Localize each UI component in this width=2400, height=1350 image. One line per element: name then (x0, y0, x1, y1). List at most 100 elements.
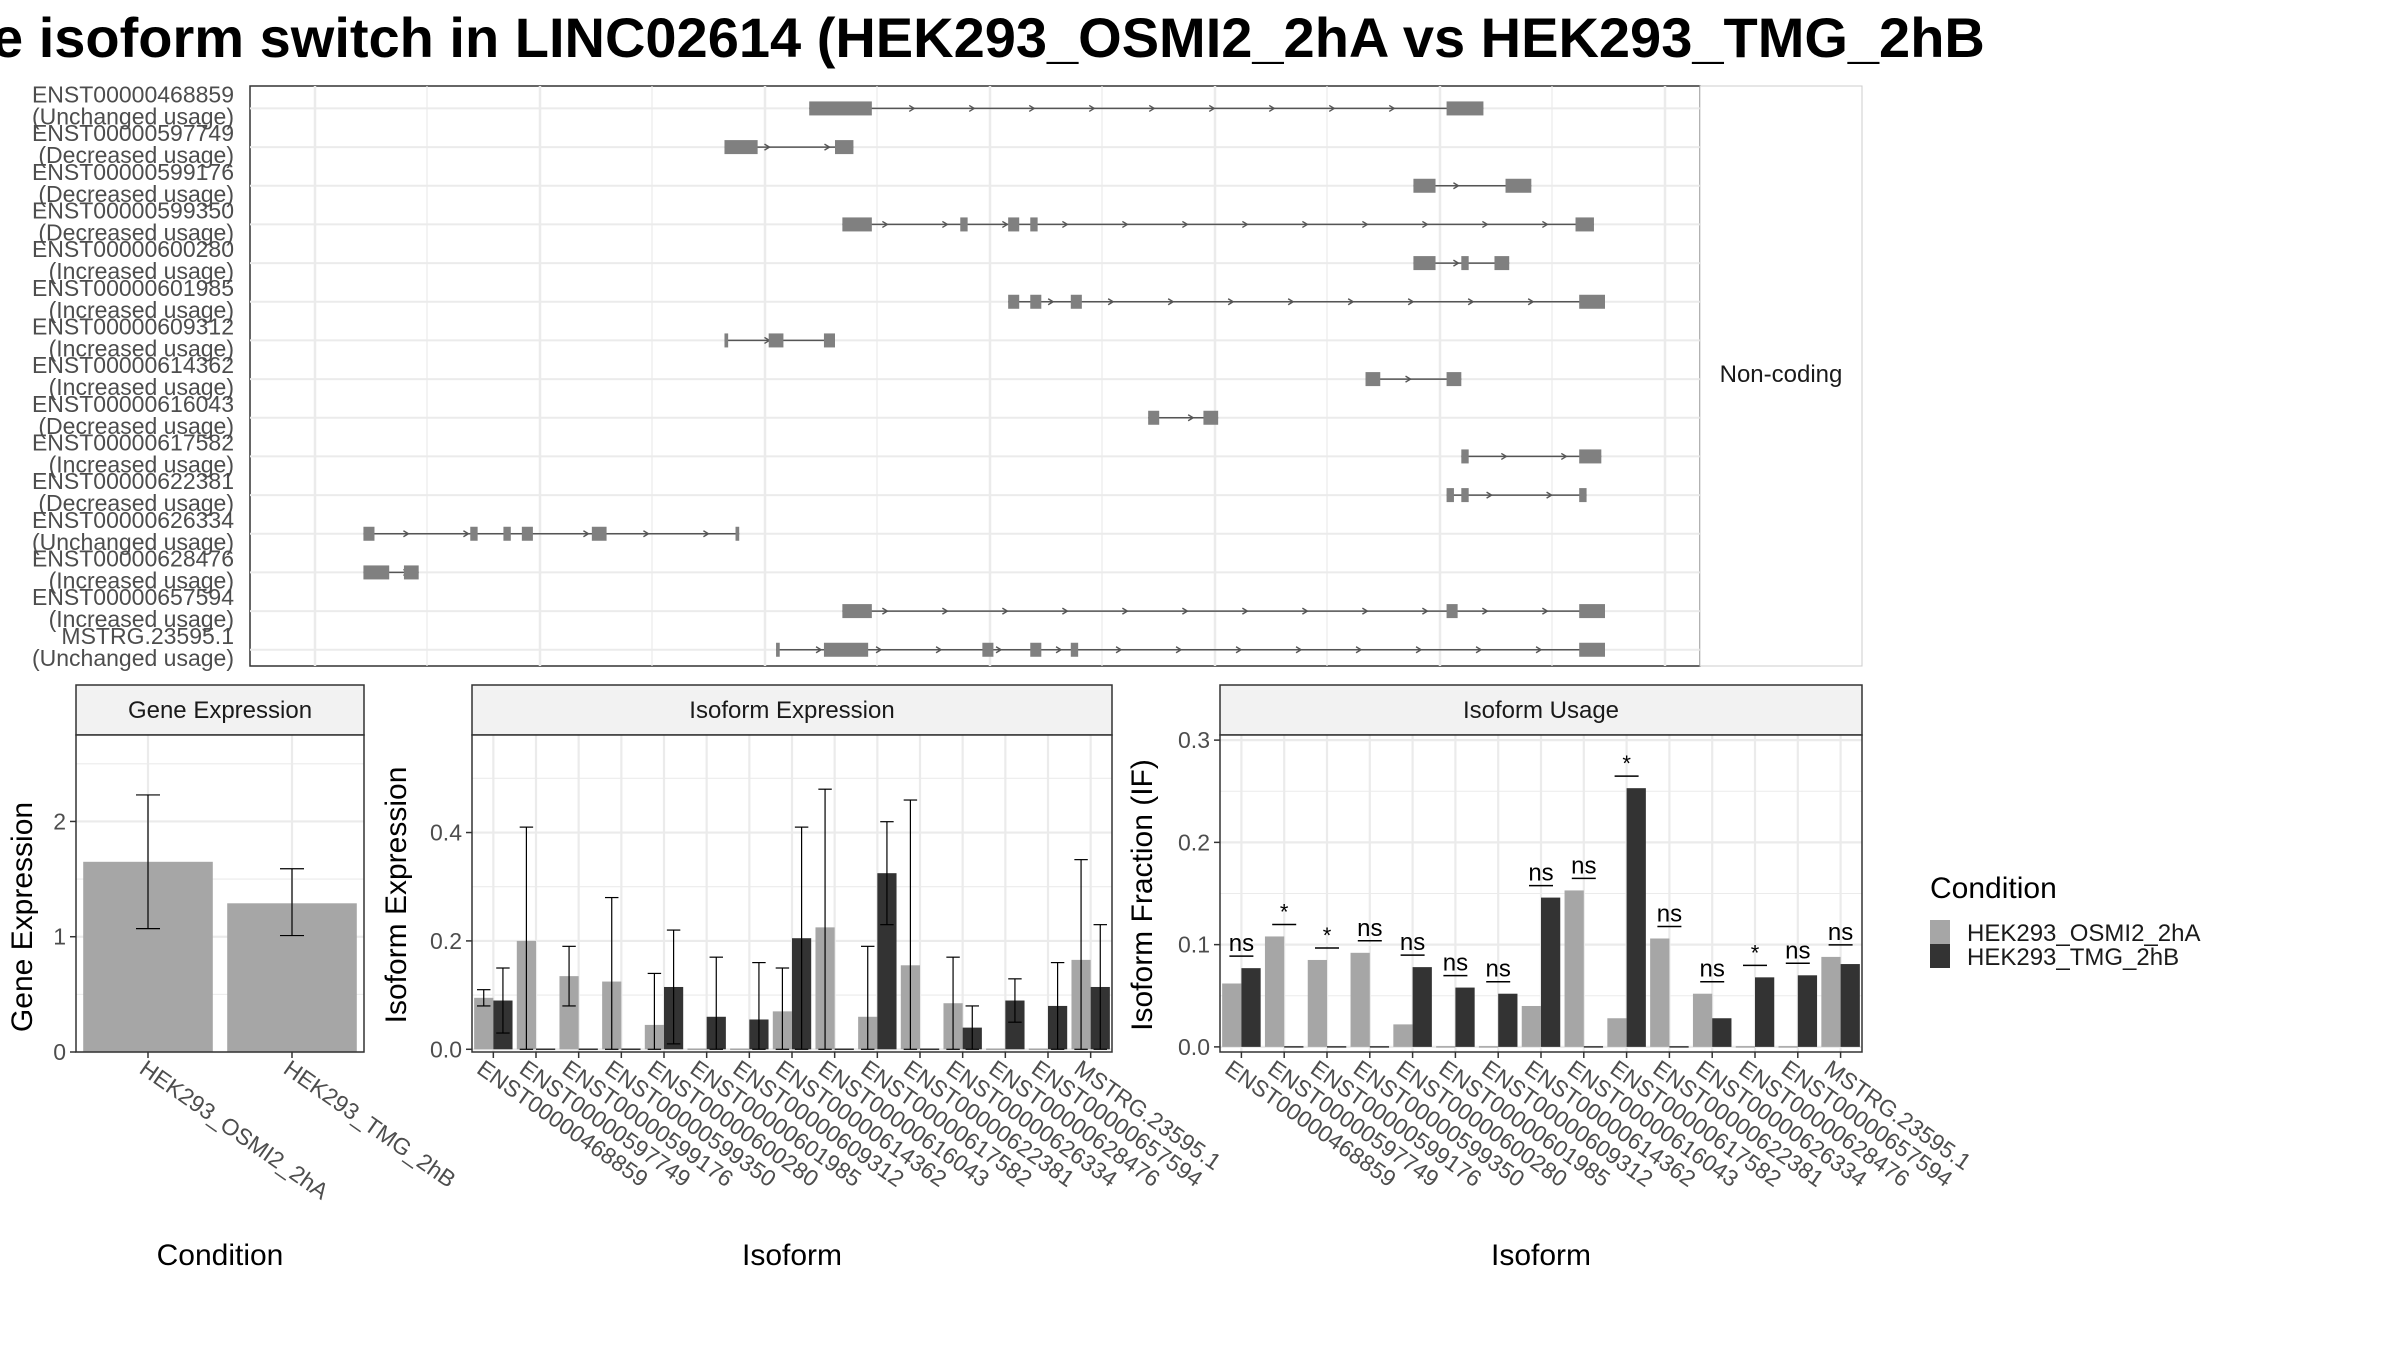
isoform-id-label: ENST00000599176 (32, 159, 234, 185)
exon-block (1575, 217, 1594, 232)
gene-expression-strip (75, 684, 365, 736)
isoform-usage-label: (Increased usage) (49, 258, 234, 284)
exon-block (1461, 256, 1469, 271)
exon-block (1030, 642, 1042, 657)
ytick-label: 0.4 (430, 820, 462, 846)
isoform-expression-ylabel: Isoform Expression (380, 767, 413, 1024)
significance-label: ns (1828, 919, 1853, 946)
isoform-id-label: ENST00000609312 (32, 313, 234, 339)
isoform-id-label: ENST00000626334 (32, 507, 234, 533)
isoform-usage-label: (Increased usage) (49, 451, 234, 477)
exon-block (1446, 101, 1484, 116)
significance-label: ns (1785, 937, 1810, 964)
strand-arrow (1182, 220, 1189, 229)
exon-block (1494, 256, 1510, 271)
strand-arrow (935, 646, 943, 654)
gene-expression-strip-label: Gene Expression (128, 697, 312, 724)
isoform-usage-label: (Increased usage) (49, 374, 234, 400)
exon-block (591, 526, 607, 541)
exon-block (1365, 372, 1381, 387)
gene-expression-xlabel: Condition (157, 1239, 284, 1272)
isoform-usage-label: (Increased usage) (49, 567, 234, 593)
strand-arrow (1047, 298, 1055, 306)
bar (1650, 938, 1670, 1047)
strand-arrow (1028, 104, 1036, 113)
bar (1412, 967, 1432, 1047)
strand-arrow (1295, 646, 1303, 654)
strand-arrow (643, 530, 650, 538)
exon-block (363, 565, 390, 580)
strand-arrow (1388, 104, 1396, 113)
strand-arrow (1302, 607, 1309, 615)
ytick-label: 0.0 (430, 1036, 462, 1062)
strand-arrow (463, 530, 470, 538)
plot-border (1219, 734, 1863, 1053)
strand-arrow (882, 607, 889, 615)
strand-arrow (1535, 646, 1543, 654)
exon-block (470, 526, 478, 541)
strand-arrow (1107, 298, 1115, 306)
strand-arrow (1115, 646, 1123, 654)
isoform-usage-label: (Unchanged usage) (32, 529, 234, 555)
isoform-expression-panel: Isoform Expression 0.00.20.4ENST00000468… (380, 684, 1226, 1272)
bar (1307, 959, 1327, 1047)
exon-block (1008, 217, 1020, 232)
exon-block (735, 526, 740, 541)
strand-arrow (1062, 607, 1069, 615)
ytick-label: 0.1 (1178, 932, 1210, 958)
legend-title: Condition (1930, 872, 2057, 905)
significance-label: ns (1657, 900, 1682, 927)
bar (1541, 897, 1561, 1047)
strand-arrow (1167, 298, 1175, 306)
exon-block (768, 333, 784, 348)
bar (474, 997, 494, 1050)
isoform-usage-label: (Increased usage) (49, 297, 234, 323)
exon-block (1579, 604, 1605, 619)
isoform-usage-xlabel: Isoform (1491, 1239, 1591, 1272)
strand-arrow (1002, 607, 1009, 615)
exon-block (823, 333, 835, 348)
bar (1455, 987, 1475, 1047)
exon-block (724, 333, 729, 348)
significance-label: ns (1229, 930, 1254, 957)
isoform-id-label: ENST00000614362 (32, 352, 234, 378)
ytick-label: 0 (53, 1039, 66, 1065)
strand-arrow (1453, 259, 1460, 267)
bar (1821, 956, 1841, 1047)
bar (1755, 977, 1775, 1047)
structure-labels: ENST00000468859(Unchanged usage)ENST0000… (32, 81, 234, 670)
strand-arrow (1182, 607, 1189, 615)
exon-block (1413, 178, 1436, 193)
strand-arrow (1227, 298, 1235, 306)
strand-arrow (1405, 375, 1412, 383)
isoform-expression-strip (471, 684, 1113, 736)
exon-block (521, 526, 533, 541)
isoform-id-label: ENST00000468859 (32, 81, 234, 107)
strand-arrow (1148, 104, 1156, 113)
exon-block (503, 526, 511, 541)
ytick-label: 0.3 (1178, 727, 1210, 753)
bar (1241, 968, 1261, 1047)
significance-label: * (1622, 751, 1631, 776)
gene-expression-panel: Gene Expression 012HEK293_OSMI2_2hAHEK29… (6, 684, 461, 1272)
isoform-id-label: MSTRG.23595.1 (61, 623, 234, 649)
strand-arrow (1175, 646, 1183, 654)
isoform-usage-panel: Isoform Usage 0.00.10.20.3nsENST00000468… (1126, 684, 1976, 1272)
strand-arrow (1242, 607, 1249, 615)
exon-block (960, 217, 968, 232)
figure-title: e isoform switch in LINC02614 (HEK293_OS… (0, 6, 1985, 69)
plot-border (471, 734, 1113, 1053)
bar (1005, 1000, 1025, 1050)
bar (1498, 993, 1518, 1047)
significance-label: ns (1400, 929, 1425, 956)
isoform-usage-label: (Unchanged usage) (32, 645, 234, 671)
bar (1840, 964, 1860, 1047)
exon-block (1505, 178, 1532, 193)
isoform-usage-label: (Decreased usage) (38, 490, 234, 516)
strand-arrow (1268, 104, 1276, 113)
isoform-id-label: ENST00000597749 (32, 120, 234, 146)
strand-arrow (764, 143, 771, 151)
isoform-usage-label: (Decreased usage) (38, 219, 234, 245)
isoform-usage-plot: 0.00.10.20.3nsENST00000468859*ENST000005… (1178, 727, 1976, 1192)
